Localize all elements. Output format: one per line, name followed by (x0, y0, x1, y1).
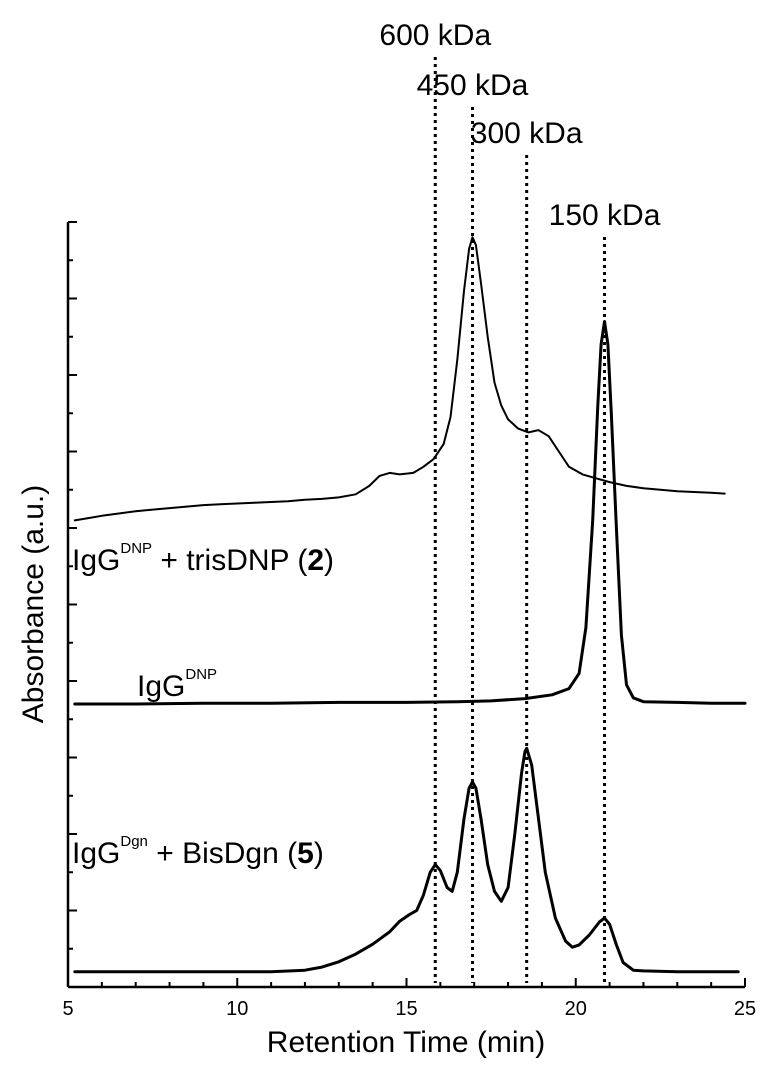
x-tick-label-5: 5 (62, 998, 73, 1020)
series-label-1: IgGDNP (137, 666, 217, 703)
x-tick-label-15: 15 (395, 998, 417, 1020)
marker-lines-group: 600 kDa 450 kDa 300 kDa 150 kDa (379, 19, 661, 983)
trace-line-2 (73, 746, 740, 974)
marker-label-1: 450 kDa (417, 69, 529, 102)
y-axis-title: Absorbance (a.u.) (17, 485, 50, 723)
trace-line-1 (73, 320, 747, 706)
series-label-2: IgGDgn + BisDgn (5) (72, 833, 324, 870)
ticks-group: 5 10 15 20 25 (62, 221, 756, 1020)
trace-line-0 (73, 236, 726, 522)
x-tick-label-20: 20 (565, 998, 587, 1020)
marker-label-3: 150 kDa (549, 199, 661, 232)
x-axis-title: Retention Time (min) (267, 1026, 545, 1059)
traces-group (73, 236, 747, 974)
series-label-0: IgGDNP + trisDNP (2) (72, 540, 334, 577)
axes-group (66, 222, 745, 989)
marker-label-2: 300 kDa (471, 117, 583, 150)
x-tick-label-25: 25 (734, 998, 756, 1020)
marker-label-0: 600 kDa (379, 19, 491, 52)
series-labels-group: IgGDNP + trisDNP (2) IgGDNP IgGDgn + BisDg… (72, 540, 334, 870)
x-tick-label-10: 10 (226, 998, 248, 1020)
